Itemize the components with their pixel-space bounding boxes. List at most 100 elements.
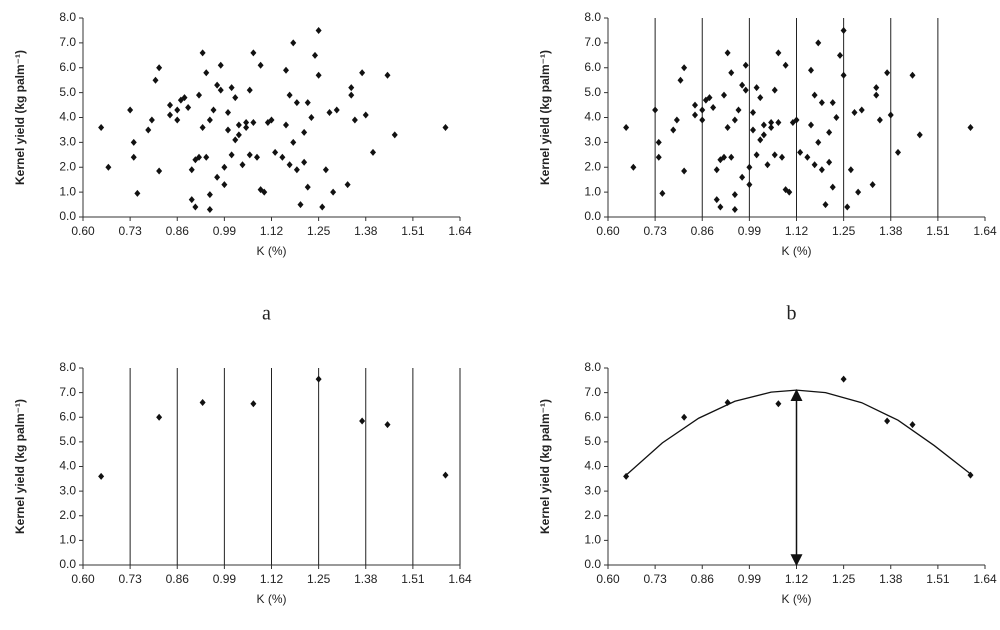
data-point <box>283 121 289 129</box>
data-point <box>815 39 822 47</box>
data-point <box>750 126 756 134</box>
data-point <box>757 136 764 144</box>
data-point <box>293 99 300 107</box>
data-point <box>869 181 876 189</box>
data-point <box>130 153 137 161</box>
y-axis-label: Kernel yield (kg palm⁻¹) <box>13 399 27 534</box>
data-point <box>188 166 195 174</box>
data-point <box>735 106 742 114</box>
data-point <box>681 167 688 175</box>
data-point <box>268 116 275 124</box>
y-tick-label: 7.0 <box>59 385 76 399</box>
x-tick-label: 0.73 <box>118 224 142 238</box>
data-point <box>840 26 847 34</box>
data-point <box>134 189 141 197</box>
data-point <box>257 61 264 69</box>
data-point <box>721 153 727 161</box>
data-point <box>243 118 250 126</box>
data-point <box>742 61 749 69</box>
x-tick-label: 1.25 <box>307 572 331 586</box>
x-tick-label: 1.64 <box>448 224 472 238</box>
data-point <box>858 106 865 114</box>
data-point <box>301 128 308 136</box>
y-tick-label: 5.0 <box>584 434 601 448</box>
data-point <box>235 131 242 139</box>
x-axis-label: K (%) <box>257 592 287 606</box>
data-point <box>768 123 775 131</box>
data-point <box>232 94 239 102</box>
data-point <box>851 109 858 117</box>
y-tick-label: 4.0 <box>584 110 601 124</box>
x-tick-label: 1.12 <box>785 572 809 586</box>
data-point <box>217 61 224 69</box>
x-tick-label: 1.64 <box>448 572 472 586</box>
y-tick-label: 4.0 <box>59 110 76 124</box>
y-tick-label: 8.0 <box>59 10 76 24</box>
data-point <box>753 151 760 159</box>
data-point <box>228 151 235 159</box>
data-point <box>746 163 753 171</box>
data-point <box>370 148 376 156</box>
data-point <box>391 131 398 139</box>
y-tick-label: 0.0 <box>59 557 76 571</box>
data-point <box>442 123 449 131</box>
x-tick-label: 0.86 <box>691 224 715 238</box>
data-point <box>673 116 680 124</box>
y-tick-label: 7.0 <box>584 385 601 399</box>
data-point <box>185 104 192 112</box>
data-point <box>728 69 735 77</box>
data-point <box>261 188 268 196</box>
y-tick-label: 0.0 <box>59 209 76 223</box>
x-tick-label: 0.99 <box>738 572 762 586</box>
x-tick-label: 1.51 <box>926 572 950 586</box>
data-point <box>351 116 358 124</box>
data-point <box>196 153 202 161</box>
panel-label: a <box>262 303 271 325</box>
y-tick-label: 8.0 <box>59 360 76 374</box>
data-point <box>786 188 793 196</box>
data-point <box>235 121 242 129</box>
data-point <box>243 123 250 131</box>
y-tick-label: 1.0 <box>59 184 76 198</box>
data-point <box>826 158 833 166</box>
y-tick-label: 7.0 <box>59 35 76 49</box>
data-point <box>731 191 738 199</box>
data-point <box>333 106 340 114</box>
data-point <box>724 123 731 131</box>
data-point <box>775 49 782 57</box>
data-point <box>724 49 731 57</box>
data-point <box>286 161 293 169</box>
data-point <box>304 99 311 107</box>
y-tick-label: 2.0 <box>59 159 76 173</box>
data-point <box>768 118 775 126</box>
data-point <box>130 138 137 146</box>
data-point <box>782 61 789 69</box>
data-point <box>855 188 862 196</box>
data-point <box>362 111 369 119</box>
data-point <box>677 76 684 84</box>
data-point <box>815 138 822 146</box>
x-tick-label: 0.99 <box>213 224 237 238</box>
data-point <box>808 121 814 129</box>
data-point <box>844 203 851 211</box>
data-point <box>771 151 778 159</box>
data-point <box>167 111 173 119</box>
y-tick-label: 0.0 <box>584 557 601 571</box>
data-point <box>739 173 746 181</box>
panel-label: b <box>787 303 797 325</box>
data-point <box>895 148 901 156</box>
data-point <box>308 114 315 121</box>
data-point <box>692 111 698 119</box>
x-tick-label: 1.64 <box>973 224 997 238</box>
data-point <box>312 51 318 59</box>
data-point <box>206 206 213 214</box>
data-point <box>967 123 974 131</box>
y-tick-label: 6.0 <box>584 60 601 74</box>
data-point <box>156 413 163 421</box>
y-tick-label: 1.0 <box>584 184 601 198</box>
data-point <box>214 173 221 181</box>
data-point <box>228 84 235 92</box>
x-axis-label: K (%) <box>782 244 812 258</box>
data-point <box>822 201 829 209</box>
data-point <box>286 91 293 99</box>
